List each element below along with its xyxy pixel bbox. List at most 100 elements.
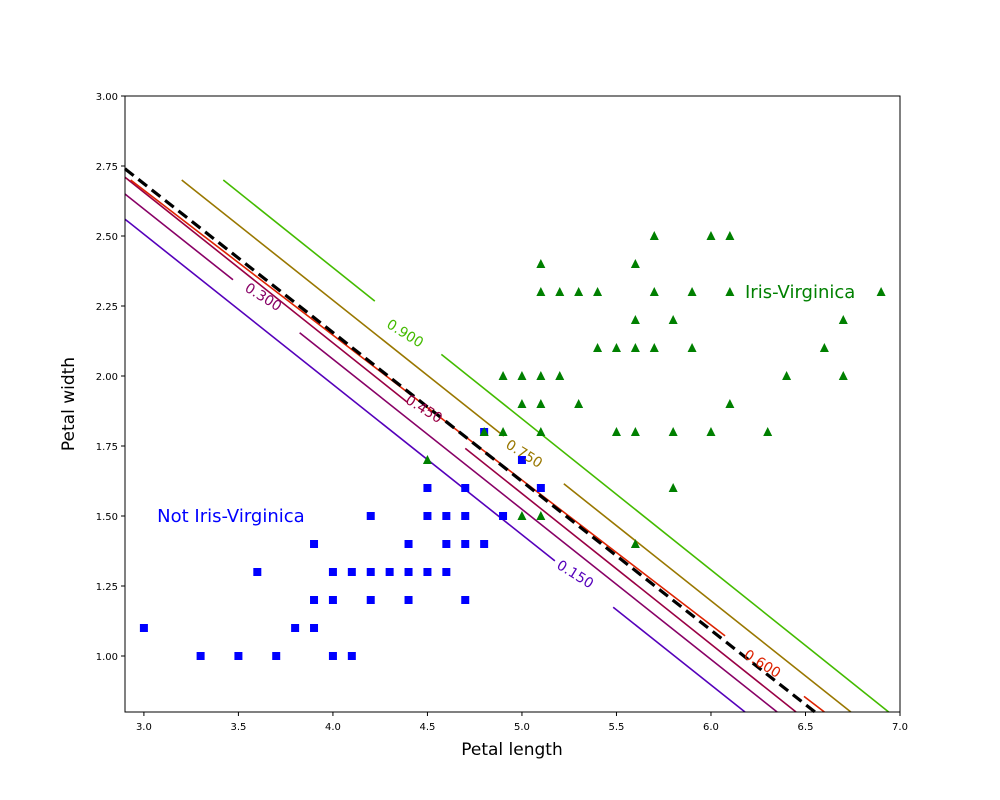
contour-label-0.750: 0.750 bbox=[503, 437, 545, 472]
point-virginica bbox=[498, 371, 508, 380]
point-virginica bbox=[574, 287, 584, 296]
x-tick-label: 6.5 bbox=[798, 722, 814, 733]
point-virginica bbox=[725, 287, 735, 296]
point-virginica bbox=[687, 287, 697, 296]
point-virginica bbox=[498, 427, 508, 436]
point-virginica bbox=[536, 287, 546, 296]
point-virginica bbox=[517, 511, 527, 520]
point-not-virginica bbox=[328, 568, 337, 576]
point-virginica bbox=[819, 343, 829, 352]
point-virginica bbox=[649, 343, 659, 352]
contour-line-0.750-a bbox=[181, 179, 505, 437]
point-virginica bbox=[725, 399, 735, 408]
point-not-virginica bbox=[196, 652, 205, 660]
point-virginica bbox=[593, 287, 603, 296]
point-not-virginica bbox=[536, 484, 545, 492]
contour-line-0.150-b bbox=[612, 606, 746, 713]
data-points bbox=[139, 231, 886, 660]
x-tick-label: 4.5 bbox=[419, 722, 435, 733]
point-virginica bbox=[630, 259, 640, 268]
annotation-virginica: Iris-Virginica bbox=[745, 282, 855, 303]
x-tick-label: 6.0 bbox=[703, 722, 719, 733]
point-virginica bbox=[630, 315, 640, 324]
contour-lines bbox=[124, 176, 890, 713]
x-axis-ticks: 3.0 3.5 4.0 4.5 5.0 5.5 6.0 6.5 7.0 bbox=[136, 712, 908, 733]
point-virginica bbox=[536, 371, 546, 380]
y-tick-label: 3.00 bbox=[96, 92, 118, 103]
point-virginica bbox=[630, 427, 640, 436]
point-virginica bbox=[536, 427, 546, 436]
point-not-virginica bbox=[366, 568, 375, 576]
point-virginica bbox=[876, 287, 886, 296]
point-not-virginica bbox=[310, 624, 319, 632]
point-virginica bbox=[611, 343, 621, 352]
point-not-virginica bbox=[442, 540, 451, 548]
point-not-virginica bbox=[423, 512, 432, 520]
point-virginica bbox=[536, 511, 546, 520]
x-tick-label: 3.5 bbox=[230, 722, 246, 733]
point-not-virginica bbox=[404, 540, 413, 548]
point-virginica bbox=[479, 427, 489, 436]
contour-line-0.600-b bbox=[803, 695, 825, 713]
point-not-virginica bbox=[328, 596, 337, 604]
contour-line-0.450-b bbox=[464, 447, 797, 713]
point-virginica bbox=[611, 427, 621, 436]
point-virginica bbox=[725, 231, 735, 240]
point-virginica bbox=[630, 343, 640, 352]
point-not-virginica bbox=[234, 652, 243, 660]
point-virginica bbox=[838, 315, 848, 324]
contour-line-0.300-a bbox=[124, 193, 234, 281]
x-tick-label: 5.0 bbox=[514, 722, 530, 733]
point-not-virginica bbox=[328, 652, 337, 660]
annotation-not-virginica: Not Iris-Virginica bbox=[157, 506, 305, 527]
point-not-virginica bbox=[310, 540, 319, 548]
point-not-virginica bbox=[385, 568, 394, 576]
point-virginica bbox=[649, 287, 659, 296]
y-tick-label: 2.75 bbox=[96, 162, 118, 173]
point-virginica bbox=[649, 231, 659, 240]
point-not-virginica bbox=[461, 484, 470, 492]
point-virginica bbox=[555, 371, 565, 380]
point-virginica bbox=[536, 259, 546, 268]
point-virginica bbox=[706, 231, 716, 240]
contour-line-0.600-a bbox=[130, 179, 726, 637]
point-virginica bbox=[763, 427, 773, 436]
point-not-virginica bbox=[291, 624, 300, 632]
contour-line-0.900-a bbox=[222, 179, 376, 302]
y-tick-label: 2.25 bbox=[96, 302, 118, 313]
contour-line-0.150-a bbox=[124, 218, 556, 562]
point-virginica bbox=[574, 399, 584, 408]
y-axis-label: Petal width bbox=[59, 357, 79, 451]
y-tick-label: 1.75 bbox=[96, 442, 118, 453]
decision-boundary bbox=[124, 167, 816, 714]
y-tick-label: 1.25 bbox=[96, 582, 118, 593]
x-axis-label: Petal length bbox=[461, 740, 563, 760]
point-not-virginica bbox=[461, 596, 470, 604]
contour-line-0.450-a bbox=[124, 176, 408, 403]
point-virginica bbox=[517, 371, 527, 380]
point-not-virginica bbox=[366, 512, 375, 520]
point-virginica bbox=[782, 371, 792, 380]
point-not-virginica bbox=[423, 568, 432, 576]
point-not-virginica bbox=[366, 596, 375, 604]
decision-boundary-line bbox=[124, 167, 816, 714]
point-not-virginica bbox=[347, 568, 356, 576]
contour-line-0.750-b bbox=[563, 483, 852, 713]
y-tick-label: 1.00 bbox=[96, 652, 118, 663]
x-tick-label: 3.0 bbox=[136, 722, 152, 733]
point-virginica bbox=[668, 427, 678, 436]
point-virginica bbox=[593, 343, 603, 352]
point-not-virginica bbox=[442, 512, 451, 520]
contour-line-0.300-b bbox=[299, 332, 778, 713]
y-tick-label: 2.50 bbox=[96, 232, 118, 243]
y-tick-label: 1.50 bbox=[96, 512, 118, 523]
point-not-virginica bbox=[272, 652, 281, 660]
point-virginica bbox=[536, 399, 546, 408]
contour-label-0.300: 0.300 bbox=[242, 280, 284, 315]
point-virginica bbox=[706, 427, 716, 436]
point-not-virginica bbox=[404, 568, 413, 576]
point-not-virginica bbox=[139, 624, 148, 632]
point-not-virginica bbox=[347, 652, 356, 660]
point-not-virginica bbox=[423, 484, 432, 492]
